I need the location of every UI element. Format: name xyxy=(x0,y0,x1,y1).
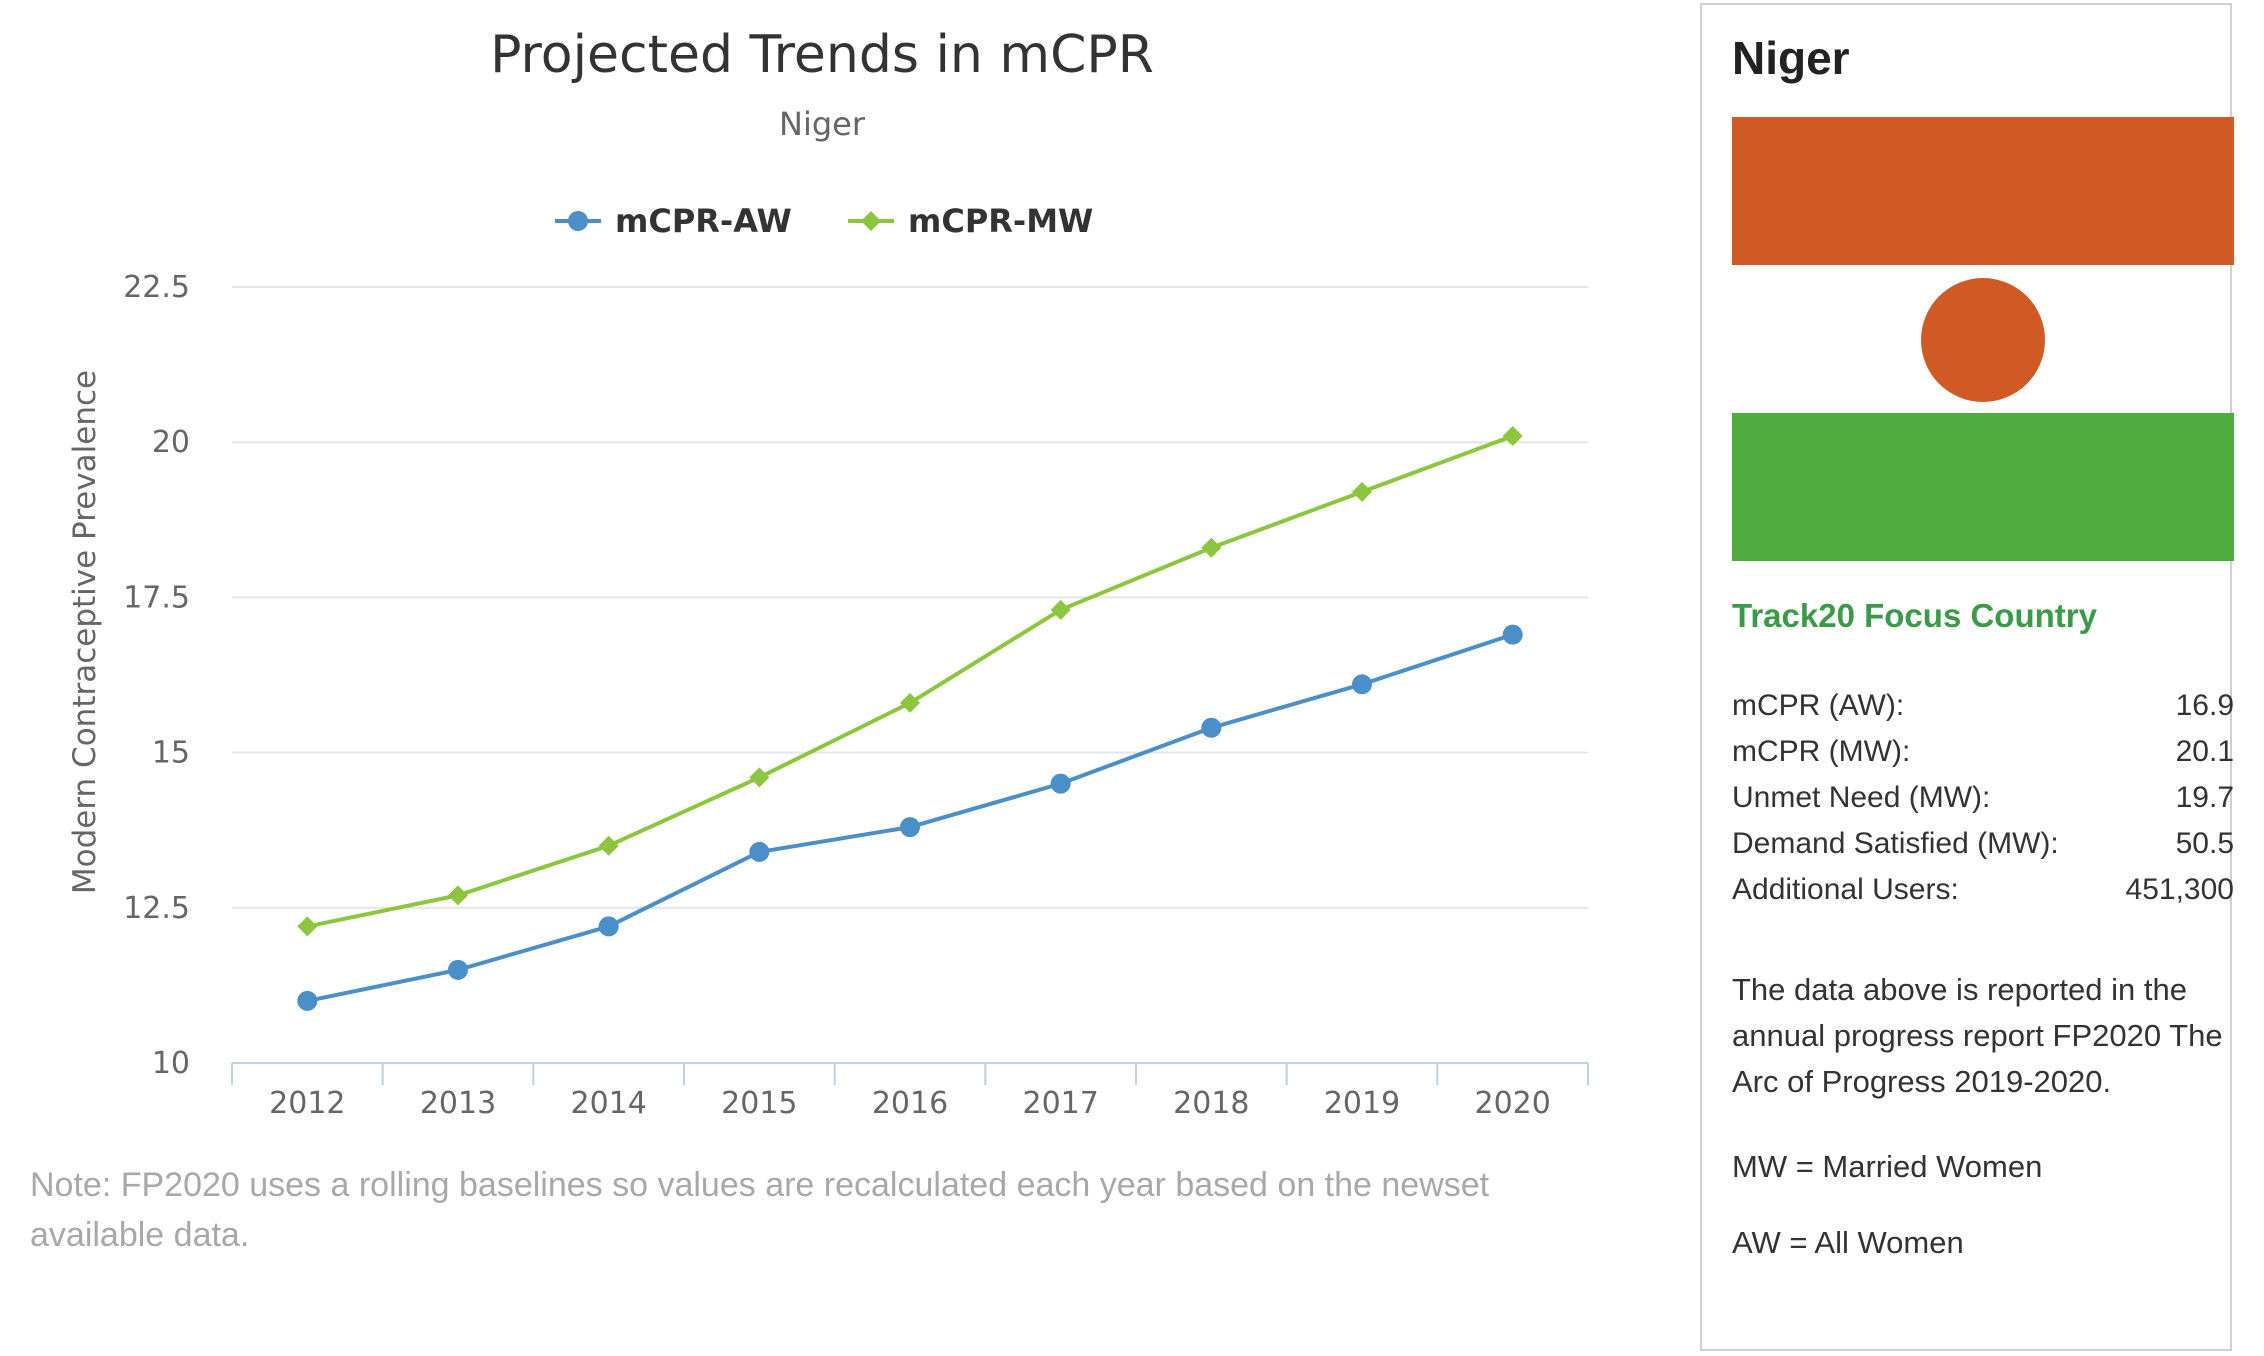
stat-label: mCPR (AW): xyxy=(1732,689,1905,722)
data-point xyxy=(900,692,920,713)
stat-value: 20.1 xyxy=(2175,735,2234,768)
data-point xyxy=(900,817,920,838)
stat-value: 451,300 xyxy=(2125,873,2234,906)
data-point xyxy=(749,841,770,862)
data-point xyxy=(448,959,468,980)
x-tick-label: 2012 xyxy=(269,1086,345,1121)
stat-label: Demand Satisfied (MW): xyxy=(1732,827,2059,860)
x-tick-label: 2016 xyxy=(872,1086,948,1121)
series-layer xyxy=(297,425,1523,1011)
y-tick-label: 10 xyxy=(152,1046,190,1081)
stat-value: 50.5 xyxy=(2175,827,2234,860)
x-tick-label: 2014 xyxy=(570,1086,646,1121)
stat-row: mCPR (AW): 16.9 xyxy=(1732,683,2234,729)
x-tick-label: 2017 xyxy=(1022,1086,1098,1121)
country-flag xyxy=(1732,117,2234,565)
data-point xyxy=(598,916,619,937)
flag-circle xyxy=(1921,278,2045,402)
data-point xyxy=(448,885,468,906)
x-tick-label: 2015 xyxy=(721,1086,797,1121)
country-panel: Niger Track20 Focus Country mCPR (AW): 1… xyxy=(1700,3,2234,1351)
legend-marker xyxy=(861,211,881,231)
series-line xyxy=(306,434,1514,929)
x-tick-label: 2020 xyxy=(1474,1086,1550,1121)
flag-top-band xyxy=(1732,117,2234,265)
data-point xyxy=(1502,624,1523,645)
stats-list: mCPR (AW): 16.9 mCPR (MW): 20.1 Unmet Ne… xyxy=(1732,683,2234,913)
stat-label: Unmet Need (MW): xyxy=(1732,781,1991,814)
data-point xyxy=(1352,481,1372,502)
x-tick-label: 2018 xyxy=(1173,1086,1249,1121)
abbreviation-aw: AW = All Women xyxy=(1732,1225,1964,1260)
abbreviation-mw: MW = Married Women xyxy=(1732,1149,2043,1184)
stat-row: Unmet Need (MW): 19.7 xyxy=(1732,775,2234,821)
data-point xyxy=(1201,537,1222,558)
chart-note: Note: FP2020 uses a rolling baselines so… xyxy=(30,1166,1490,1254)
y-tick-label: 17.5 xyxy=(123,580,190,615)
y-tick-label: 15 xyxy=(152,736,190,771)
data-point xyxy=(598,835,619,856)
data-point xyxy=(749,767,770,788)
data-point xyxy=(1050,773,1071,794)
chart-subtitle: Niger xyxy=(779,105,866,143)
x-tick-label: 2013 xyxy=(420,1086,496,1121)
chart-area: Projected Trends in mCPR Niger mCPR-AW mC… xyxy=(30,25,1589,1254)
x-tick-label: 2019 xyxy=(1324,1086,1400,1121)
chart-legend: mCPR-AW mCPR-MW xyxy=(555,202,1093,240)
stat-label: mCPR (MW): xyxy=(1732,735,1911,768)
y-tick-label: 20 xyxy=(152,425,190,460)
country-name: Niger xyxy=(1732,32,1850,84)
stat-value: 16.9 xyxy=(2175,689,2234,722)
y-tick-label: 12.5 xyxy=(123,891,190,926)
data-point xyxy=(1502,425,1523,446)
stat-label: Additional Users: xyxy=(1732,873,1959,906)
legend-label: mCPR-AW xyxy=(615,202,792,240)
focus-country-label: Track20 Focus Country xyxy=(1732,597,2097,634)
flag-bottom-band xyxy=(1732,413,2234,561)
data-point xyxy=(1352,674,1372,695)
legend-marker xyxy=(568,211,588,231)
y-tick-label: 22.5 xyxy=(123,270,190,305)
data-point xyxy=(1050,599,1071,620)
stat-value: 19.7 xyxy=(2175,781,2234,814)
y-axis-ticks: 10 12.5 15 17.5 20 22.5 xyxy=(123,270,190,1081)
data-point xyxy=(297,916,318,937)
line-chart: Projected Trends in mCPR Niger mCPR-AW mC… xyxy=(67,25,1589,1121)
data-point xyxy=(1201,717,1222,738)
legend-label: mCPR-MW xyxy=(908,202,1093,240)
data-source-description: The data above is reported in the annual… xyxy=(1732,972,2223,1099)
stat-row: Demand Satisfied (MW): 50.5 xyxy=(1732,821,2234,867)
data-point xyxy=(297,990,318,1011)
y-axis-title: Modern Contraceptive Prevalence xyxy=(67,370,103,894)
stat-row: Additional Users: 451,300 xyxy=(1732,867,2234,913)
x-axis: 2012 2013 2014 2015 2016 2017 2018 2019 2020 xyxy=(231,1062,1589,1121)
chart-title: Projected Trends in mCPR xyxy=(490,25,1154,85)
stat-row: mCPR (MW): 20.1 xyxy=(1732,729,2234,775)
chart-grid xyxy=(232,286,1588,909)
